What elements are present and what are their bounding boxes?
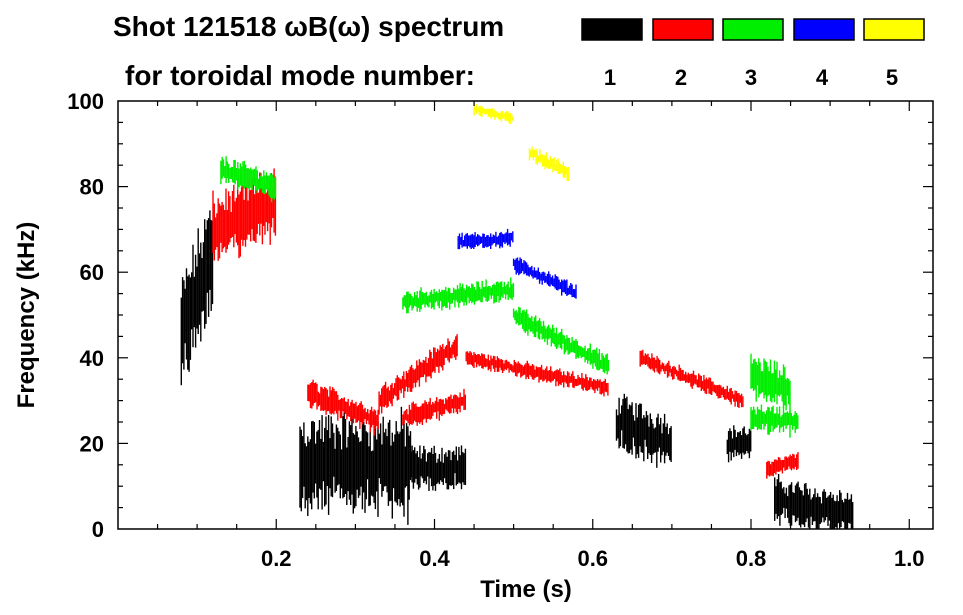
legend-swatch-mode-3 (722, 18, 784, 41)
chart-title-line2: for toroidal mode number: (125, 60, 475, 91)
x-tick-label: 1.0 (894, 546, 925, 571)
legend-label-mode-2: 2 (675, 65, 687, 90)
legend-swatch-mode-4 (793, 18, 855, 41)
series-mode-3 (220, 156, 799, 438)
legend: 1 2 3 4 5 (581, 18, 925, 90)
band-mode-1-5 (774, 474, 854, 529)
band-mode-3-0 (220, 156, 277, 203)
x-tick-label: 0.4 (419, 546, 450, 571)
band-mode-4-0 (457, 228, 514, 250)
y-tick-label: 0 (92, 517, 104, 542)
x-axis-label: Time (s) (480, 576, 572, 603)
y-tick-label: 80 (80, 175, 104, 200)
legend-label-mode-1: 1 (604, 65, 616, 90)
band-mode-4-1 (512, 257, 577, 299)
legend-label-mode-3: 3 (745, 65, 757, 90)
band-mode-1-0 (180, 210, 214, 386)
band-mode-5-1 (473, 104, 514, 124)
legend-swatch-mode-5 (863, 18, 925, 41)
band-mode-1-3 (615, 393, 672, 468)
spectrogram-data (180, 104, 854, 529)
y-tick-label: 60 (80, 260, 104, 285)
y-tick-label: 20 (80, 431, 104, 456)
band-mode-1-1 (299, 406, 412, 525)
band-mode-3-4 (750, 404, 799, 438)
series-mode-1 (180, 210, 854, 529)
x-tick-label: 0.8 (736, 546, 767, 571)
y-tick-label: 100 (67, 89, 104, 114)
legend-label-mode-4: 4 (816, 65, 829, 90)
legend-swatch-mode-1 (581, 18, 643, 41)
band-mode-2-2 (378, 334, 458, 415)
chart-title-line1: Shot 121518 ωB(ω) spectrum (113, 11, 504, 42)
band-mode-5-0 (528, 146, 570, 182)
band-mode-2-5 (639, 349, 744, 408)
series-mode-4 (457, 228, 577, 299)
x-tick-label: 0.2 (261, 546, 292, 571)
band-mode-2-3 (402, 388, 466, 426)
series-mode-5 (473, 104, 570, 182)
band-mode-2-1 (307, 379, 379, 436)
y-axis-label: Frequency (kHz) (13, 222, 40, 409)
legend-label-mode-5: 5 (886, 65, 898, 90)
band-mode-1-2 (410, 445, 467, 491)
legend-swatch-mode-2 (652, 18, 714, 41)
x-tick-label: 0.6 (577, 546, 608, 571)
axis-ticks: 0.2 0.4 0.6 0.8 1.0 0 20 40 60 80 100 (67, 89, 933, 571)
band-mode-3-3 (750, 353, 791, 413)
band-mode-3-1 (402, 277, 515, 314)
band-mode-2-4 (465, 351, 609, 397)
plot-frame (117, 100, 934, 530)
band-mode-3-2 (512, 306, 610, 375)
band-mode-2-6 (766, 452, 799, 479)
y-tick-label: 40 (80, 346, 104, 371)
band-mode-1-4 (726, 425, 752, 463)
